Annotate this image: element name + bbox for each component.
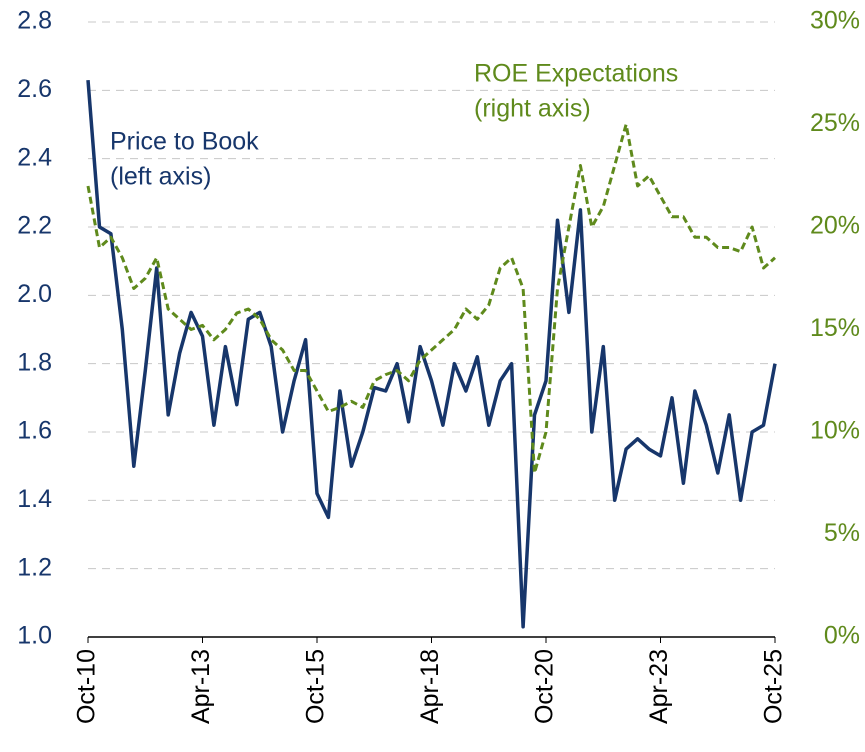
x-tick-label: Oct-25: [760, 649, 788, 724]
y-tick-label: 1.8: [17, 348, 52, 376]
y-tick-label: 1.0: [17, 622, 52, 650]
y2-tick-label: 30%: [810, 7, 860, 35]
annotation: (left axis): [110, 163, 211, 191]
y2-tick-label: 25%: [810, 109, 860, 137]
y2-tick-label: 5%: [824, 519, 860, 547]
y-tick-label: 1.2: [17, 553, 52, 581]
y2-tick-label: 15%: [810, 314, 860, 342]
y2-tick-label: 0%: [824, 622, 860, 650]
y2-tick-label: 20%: [810, 212, 860, 240]
y-tick-label: 2.4: [17, 143, 52, 171]
x-tick-label: Apr-23: [645, 649, 673, 724]
x-tick-label: Oct-20: [531, 649, 559, 724]
annotation: Price to Book: [110, 128, 259, 156]
series-line: [86, 79, 777, 629]
y2-tick-label: 10%: [810, 417, 860, 445]
y-tick-label: 1.6: [17, 417, 52, 445]
y-tick-label: 2.2: [17, 212, 52, 240]
series-line: [86, 123, 776, 475]
y-tick-label: 1.4: [17, 485, 52, 513]
y-tick-label: 2.8: [17, 7, 52, 35]
annotation: ROE Expectations: [474, 60, 678, 88]
y-tick-label: 2.0: [17, 280, 52, 308]
x-tick-label: Oct-10: [73, 649, 101, 724]
x-tick-label: Apr-13: [187, 649, 215, 724]
annotation: (right axis): [474, 95, 591, 123]
y-tick-label: 2.6: [17, 75, 52, 103]
x-tick-label: Apr-18: [416, 649, 444, 724]
x-tick-label: Oct-15: [302, 649, 330, 724]
